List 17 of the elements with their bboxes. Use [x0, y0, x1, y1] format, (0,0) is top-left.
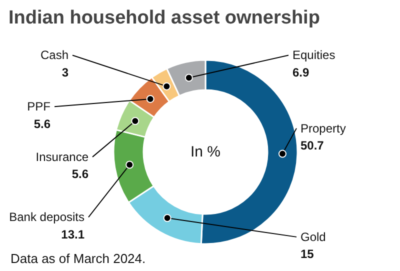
- slice-label: Gold: [300, 230, 326, 244]
- slice-label: Equities: [292, 48, 336, 62]
- chart-title: Indian household asset ownership: [8, 8, 320, 28]
- data-label: 50.7: [300, 138, 324, 153]
- data-label: 13.1: [61, 227, 85, 242]
- data-label: 3: [62, 66, 69, 80]
- data-label: 15: [300, 247, 314, 262]
- data-label: 5.6: [34, 116, 51, 131]
- slice-label: Insurance: [36, 150, 89, 164]
- data-label: 5.6: [72, 167, 89, 182]
- slice-label: Cash: [40, 48, 68, 62]
- slice-label: Property: [300, 121, 346, 136]
- text: In %: [190, 144, 221, 161]
- slice-label: Bank deposits: [9, 210, 85, 224]
- data-label: 6.9: [292, 66, 310, 80]
- text: Data as of March 2024.: [10, 251, 146, 266]
- slice-label: PPF: [27, 100, 51, 114]
